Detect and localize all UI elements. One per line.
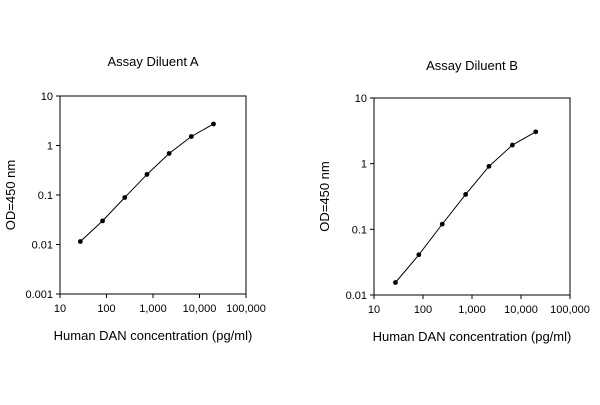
x-axis-label: Human DAN concentration (pg/ml) xyxy=(54,328,253,343)
y-axis-label: OD=450 nm xyxy=(317,161,332,231)
chart-panel-assay-diluent-b: Assay Diluent B 10 100 1,000 10,000 100,000 0.… xyxy=(317,58,590,344)
chart-title: Assay Diluent B xyxy=(426,58,518,73)
x-tick-label: 100 xyxy=(97,303,115,315)
data-point xyxy=(463,192,469,197)
y-tick-label: 0.01 xyxy=(346,290,367,302)
plot-frame xyxy=(59,95,247,295)
y-tick-label: 0.01 xyxy=(32,240,53,252)
data-point xyxy=(393,280,398,285)
chart-title: Assay Diluent A xyxy=(107,54,198,69)
data-point xyxy=(100,218,105,224)
data-point xyxy=(122,195,128,200)
data-point xyxy=(188,134,194,139)
y-tick-label: 0.001 xyxy=(25,289,53,301)
data-point xyxy=(509,142,515,148)
data-point xyxy=(77,239,83,244)
data-point xyxy=(533,129,539,135)
plot-frame xyxy=(373,97,571,296)
data-point xyxy=(144,172,150,177)
x-tick-label: 100,000 xyxy=(226,303,266,315)
y-tick-label: 0.1 xyxy=(38,190,53,202)
data-point xyxy=(166,151,172,156)
data-point xyxy=(211,121,216,127)
y-tick-label: 1 xyxy=(361,159,367,171)
x-tick-label: 100 xyxy=(414,304,432,316)
data-point xyxy=(416,252,422,258)
chart-panel-assay-diluent-a: Assay Diluent A 10 100 1,000 10,000 100,000 0.… xyxy=(3,54,266,343)
x-axis-label: Human DAN concentration (pg/ml) xyxy=(373,329,572,344)
series-line xyxy=(395,131,536,283)
y-tick-label: 0.1 xyxy=(352,224,367,236)
x-tick-label: 1,000 xyxy=(458,304,486,316)
data-point xyxy=(439,221,445,227)
data-point xyxy=(486,163,492,169)
x-tick-label: 10,000 xyxy=(504,304,538,316)
y-tick-label: 10 xyxy=(41,91,53,103)
y-tick-label: 10 xyxy=(355,93,367,105)
series-line xyxy=(80,123,214,242)
y-axis-label: OD=450 nm xyxy=(3,160,18,230)
x-tick-label: 100,000 xyxy=(550,304,590,316)
x-tick-label: 1,000 xyxy=(139,303,167,315)
x-tick-label: 10 xyxy=(368,304,380,316)
x-tick-label: 10,000 xyxy=(183,303,217,315)
x-tick-label: 10 xyxy=(54,303,66,315)
y-tick-label: 1 xyxy=(47,141,53,153)
